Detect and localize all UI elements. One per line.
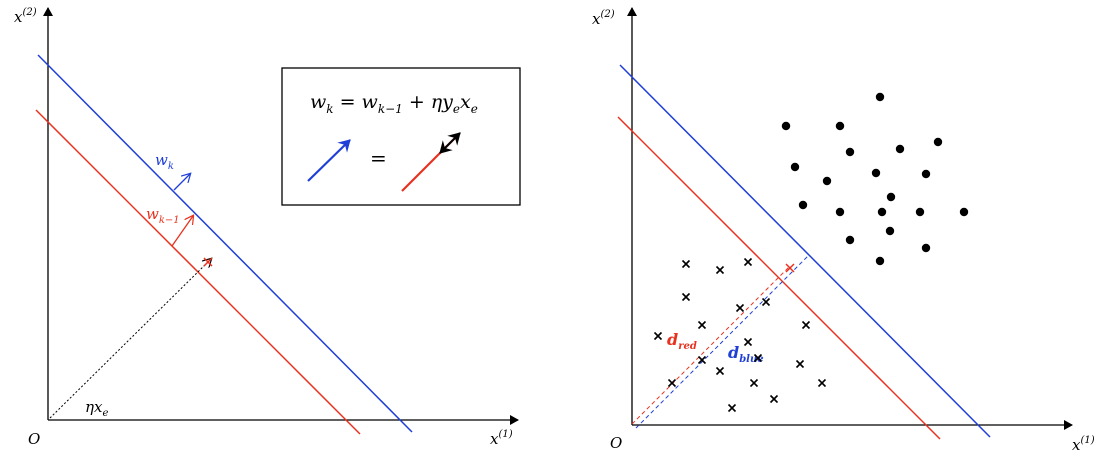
cross <box>743 337 753 347</box>
cross <box>653 331 663 341</box>
dot <box>875 256 885 266</box>
w-k1-label: wk−1 <box>146 205 180 226</box>
dot <box>895 144 905 154</box>
dot <box>871 168 881 178</box>
cross <box>715 366 725 376</box>
cross <box>727 403 737 413</box>
blue-line <box>619 64 991 438</box>
cross <box>697 355 707 365</box>
d-blue-label: dblue <box>728 343 764 365</box>
formula-base: w <box>310 91 326 113</box>
label-sub: k−1 <box>159 215 180 226</box>
dot <box>933 137 943 147</box>
label-base: ηx <box>85 398 103 416</box>
d-red-label: dred <box>667 330 697 352</box>
dot <box>877 207 887 217</box>
cross <box>817 378 827 388</box>
dot <box>921 243 931 253</box>
label-base: w <box>155 151 168 169</box>
origin-label: O <box>610 434 622 452</box>
red-cross <box>785 263 795 273</box>
blue-arrow <box>307 139 351 182</box>
formula-box <box>281 67 521 206</box>
right-panel: x(2) x(1) O dred dblue <box>592 7 1095 454</box>
dot <box>835 121 845 131</box>
formula: wk = wk−1 + ηyexe <box>310 91 478 116</box>
dot <box>886 192 896 202</box>
dot <box>835 207 845 217</box>
dot <box>781 121 791 131</box>
blue-line <box>37 54 413 433</box>
formula-sub: k−1 <box>378 102 403 116</box>
y-axis-label: x(2) <box>14 7 37 26</box>
equals: = <box>370 146 387 170</box>
y-axis-label: x(2) <box>592 9 615 28</box>
dot <box>798 200 808 210</box>
red-distance <box>631 265 791 425</box>
w-k-label: wk <box>155 151 174 172</box>
cross <box>769 394 779 404</box>
label-sup: (2) <box>22 7 36 18</box>
cross <box>753 353 763 363</box>
red-line <box>617 116 941 440</box>
label-base: x <box>592 10 601 28</box>
label-sub: k <box>168 161 174 172</box>
cross <box>801 320 811 330</box>
label-sub: red <box>678 341 697 352</box>
cross <box>681 292 691 302</box>
dot <box>790 162 800 172</box>
x-axis-label: x(1) <box>1072 435 1095 454</box>
red-cross <box>203 257 213 267</box>
dot <box>845 147 855 157</box>
label-sub: e <box>102 408 108 419</box>
eta-x-label: ηxe <box>85 398 108 419</box>
label-base: x <box>490 430 499 448</box>
label-base: w <box>146 205 159 223</box>
formula-base: = w <box>334 91 378 113</box>
dot <box>875 92 885 102</box>
dot <box>845 235 855 245</box>
red-line <box>35 109 361 435</box>
label-sup: (2) <box>600 9 614 20</box>
dot <box>921 169 931 179</box>
cross <box>795 359 805 369</box>
label-base: x <box>1072 436 1081 454</box>
label-sub: blue <box>739 354 763 365</box>
cross <box>735 303 745 313</box>
cross <box>761 297 771 307</box>
cross <box>743 257 753 267</box>
dot <box>822 176 832 186</box>
formula-sub: e <box>471 102 478 116</box>
dot <box>915 207 925 217</box>
formula-sub: e <box>453 102 460 116</box>
left-panel: x(2) x(1) O wk wk−1 ηxe wk = wk−1 + ηyex… <box>14 7 521 448</box>
dot <box>959 207 969 217</box>
cross <box>667 378 677 388</box>
label-sup: (1) <box>498 429 512 440</box>
black-double-arrow <box>439 132 461 154</box>
origin-label: O <box>28 430 40 448</box>
cross <box>681 259 691 269</box>
x-axis-label: x(1) <box>490 429 513 448</box>
cross <box>749 378 759 388</box>
w-k-arrow <box>173 174 190 191</box>
label-base: x <box>14 8 23 26</box>
dot <box>885 226 895 236</box>
formula-base: + ηy <box>403 91 453 113</box>
w-k1-arrow <box>171 216 193 247</box>
label-base: d <box>667 330 678 349</box>
label-sup: (1) <box>1080 435 1094 446</box>
eta-x-arrow <box>49 259 211 419</box>
blue-distance <box>635 255 809 429</box>
formula-base: x <box>460 91 471 113</box>
cross <box>697 320 707 330</box>
label-base: d <box>728 343 739 362</box>
cross <box>715 265 725 275</box>
formula-sub: k <box>326 102 333 116</box>
